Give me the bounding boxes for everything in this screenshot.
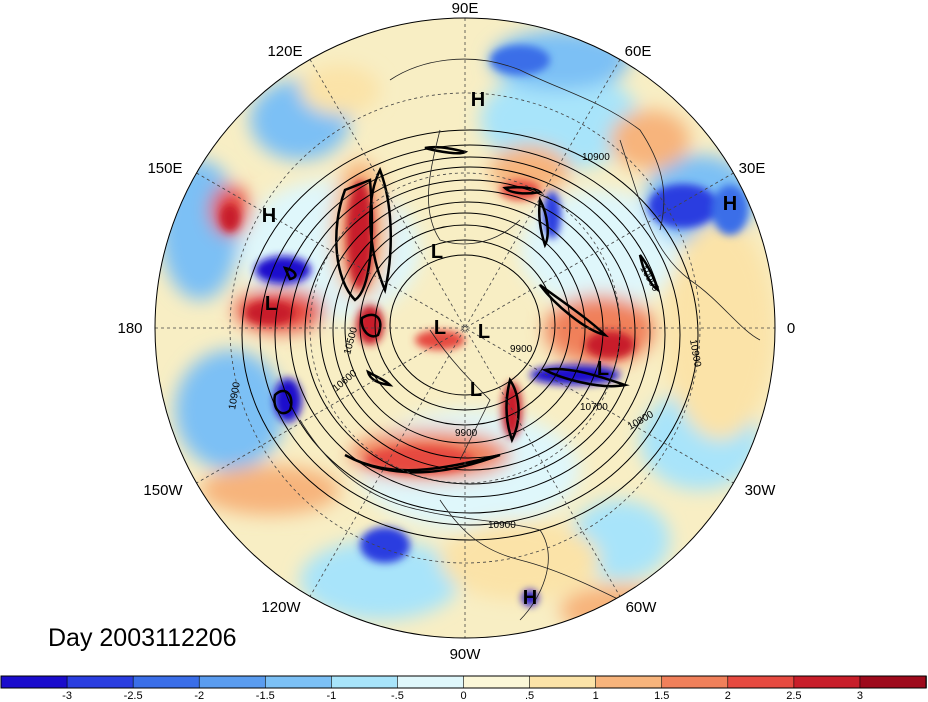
high-pressure-marker: H	[723, 193, 737, 215]
coastlines	[299, 58, 761, 621]
high-pressure-marker: H	[262, 205, 276, 227]
lon-label-180: 180	[117, 320, 142, 337]
colorbar-swatch	[595, 675, 663, 689]
colorbar-tick-label: .5	[525, 690, 534, 702]
colorbar-swatch	[859, 675, 927, 689]
colorbar-swatch	[132, 675, 201, 689]
colorbar-swatch	[264, 675, 333, 689]
colorbar-swatch	[793, 675, 861, 689]
colorbar: -3 -2.5 -2 -1.5 -1 -.5 0 .5 1 1.5 2 2.5 3	[0, 675, 927, 702]
colorbar-tick-label: -3	[62, 690, 72, 702]
colorbar-swatches	[0, 675, 927, 689]
contour-label: 10900	[582, 152, 610, 163]
lon-label-60w: 60W	[626, 599, 658, 616]
lon-label-0: 0	[787, 320, 795, 337]
low-pressure-marker: L	[470, 379, 482, 401]
colorbar-swatch	[0, 675, 68, 689]
colorbar-swatch	[727, 675, 795, 689]
lon-label-90e: 90E	[452, 0, 479, 17]
contour-label: 10900	[687, 339, 703, 369]
jet-contours	[273, 145, 661, 474]
colorbar-swatch	[397, 675, 465, 689]
colorbar-tick-label: -1.5	[256, 690, 275, 702]
lon-label-120e: 120E	[267, 43, 302, 60]
map-grid	[155, 18, 775, 638]
lon-label-60e: 60E	[625, 43, 652, 60]
contour-label: 10700	[580, 402, 608, 413]
colorbar-frame	[0, 675, 927, 689]
contour-label: 10900	[488, 520, 516, 531]
colorbar-tick-label: -2	[194, 690, 204, 702]
colorbar-tick-labels: -3 -2.5 -2 -1.5 -1 -.5 0 .5 1 1.5 2 2.5 3	[62, 690, 863, 702]
colorbar-tick-label: 1	[593, 690, 599, 702]
colorbar-tick-label: 1.5	[654, 690, 669, 702]
pressure-system-markers: H H H H L L L L L L	[262, 89, 737, 609]
colorbar-swatch	[529, 675, 597, 689]
low-pressure-marker: L	[434, 317, 446, 339]
low-pressure-marker: L	[478, 321, 490, 343]
map-frame	[154, 17, 776, 639]
contour-label: 9900	[510, 344, 533, 355]
height-contours	[241, 129, 699, 541]
colorbar-tick-label: 0	[460, 690, 466, 702]
longitude-labels: 90E 60E 30E 0 30W 60W 90W 120W 150W 180 …	[117, 0, 795, 663]
contour-label: 10900	[227, 381, 243, 411]
lon-label-30e: 30E	[739, 160, 766, 177]
colorbar-tick-label: -.5	[391, 690, 404, 702]
low-pressure-marker: L	[265, 293, 277, 315]
contour-label: 9900	[455, 428, 478, 439]
colorbar-swatch	[661, 675, 729, 689]
lon-label-30w: 30W	[745, 482, 777, 499]
colorbar-tick-label: 3	[857, 690, 863, 702]
colorbar-tick-label: -1	[326, 690, 336, 702]
high-pressure-marker: H	[523, 587, 537, 609]
colorbar-swatch	[198, 675, 267, 689]
lon-label-150e: 150E	[147, 160, 182, 177]
high-pressure-marker: H	[471, 89, 485, 111]
lon-label-150w: 150W	[143, 482, 183, 499]
low-pressure-marker: L	[597, 358, 609, 380]
colorbar-tick-label: -2.5	[124, 690, 143, 702]
colorbar-swatch	[463, 675, 531, 689]
colorbar-tick-label: 2	[725, 690, 731, 702]
low-pressure-marker: L	[431, 241, 443, 263]
day-title: Day 2003112206	[48, 624, 237, 652]
colorbar-swatch	[66, 675, 134, 689]
lon-label-120w: 120W	[261, 599, 301, 616]
colorbar-tick-label: 2.5	[786, 690, 801, 702]
lon-label-90w: 90W	[450, 646, 482, 663]
colorbar-swatch	[331, 675, 399, 689]
